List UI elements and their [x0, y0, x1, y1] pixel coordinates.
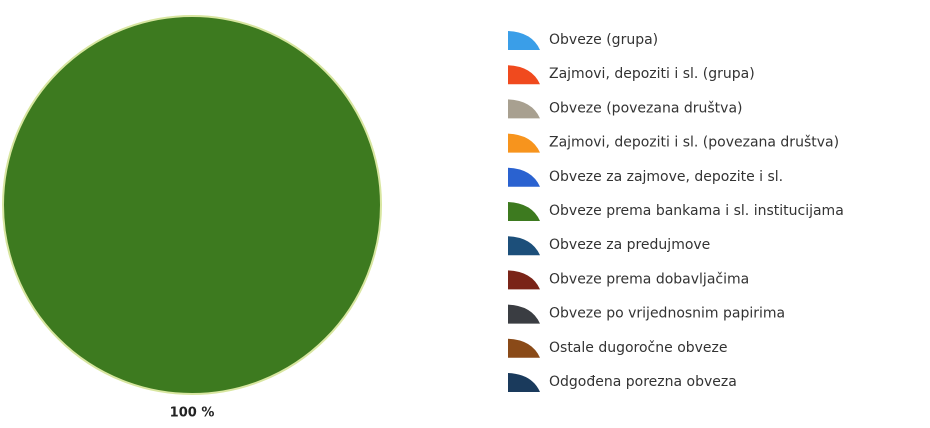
legend-swatch — [508, 65, 540, 85]
legend-label: Obveze prema bankama i sl. institucijama — [549, 203, 844, 219]
legend-swatch — [508, 270, 540, 290]
legend-swatch — [508, 304, 540, 324]
legend-swatch — [508, 99, 540, 119]
legend-swatch — [508, 31, 540, 50]
legend-swatch — [508, 202, 540, 221]
legend-swatch — [508, 338, 540, 358]
value-label: 100 % — [170, 406, 215, 421]
legend-label: Ostale dugoročne obveze — [549, 340, 728, 356]
legend-label: Obveze po vrijednosnim papirima — [549, 306, 785, 322]
legend-swatch — [508, 167, 540, 187]
legend-label: Odgođena porezna obveza — [549, 374, 737, 390]
legend-label: Obveze prema dobavljačima — [549, 271, 749, 287]
legend-swatch — [508, 373, 540, 392]
legend-label: Obveze za predujmove — [549, 237, 710, 253]
legend-label: Zajmovi, depoziti i sl. (grupa) — [549, 66, 755, 82]
legend-label: Obveze za zajmove, depozite i sl. — [549, 169, 783, 185]
pie-slice — [2, 15, 382, 395]
legend-label: Obveze (grupa) — [549, 32, 658, 48]
legend-swatch — [508, 236, 540, 256]
legend-label: Zajmovi, depoziti i sl. (povezana društv… — [549, 135, 839, 151]
legend-label: Obveze (povezana društva) — [549, 100, 742, 116]
legend-swatch — [508, 133, 540, 153]
